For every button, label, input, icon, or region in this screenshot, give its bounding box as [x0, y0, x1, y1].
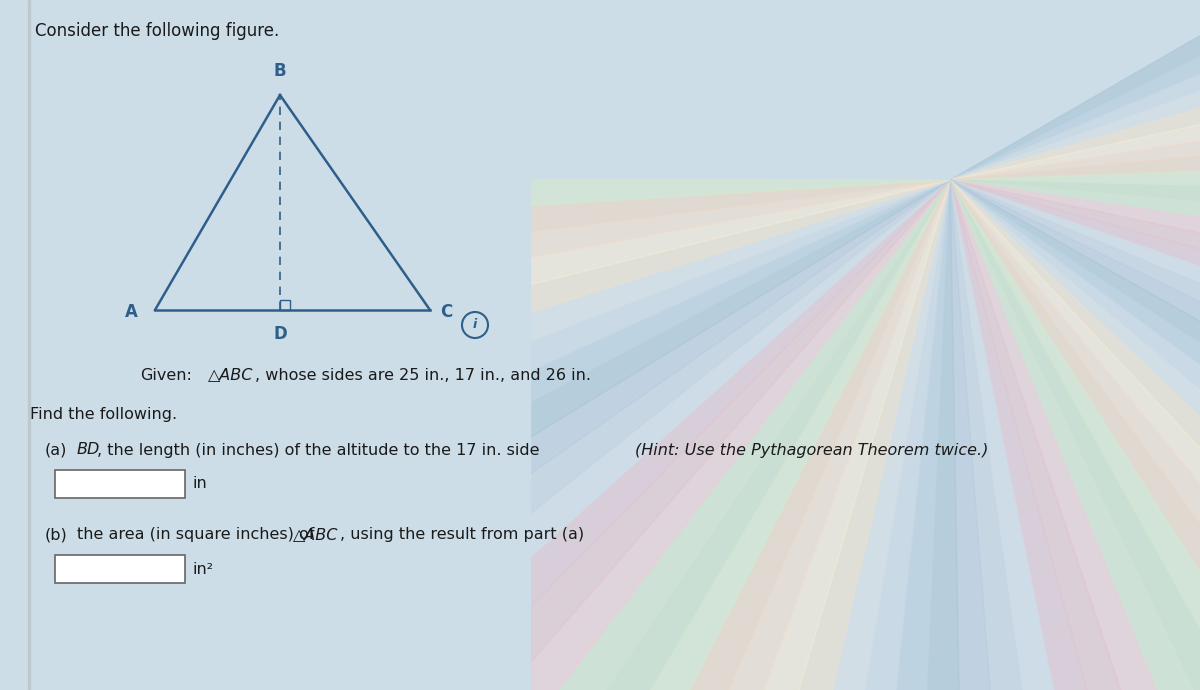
Text: Find the following.: Find the following.: [30, 408, 178, 422]
Wedge shape: [446, 180, 950, 690]
Wedge shape: [950, 148, 1200, 204]
Text: D: D: [274, 325, 287, 343]
Wedge shape: [950, 180, 1200, 524]
Wedge shape: [950, 0, 1200, 180]
Wedge shape: [50, 180, 950, 235]
Text: in: in: [193, 477, 208, 491]
Text: (Hint: Use the Pythagorean Theorem twice.): (Hint: Use the Pythagorean Theorem twice…: [635, 442, 989, 457]
Text: the area (in square inches) of: the area (in square inches) of: [77, 527, 314, 542]
Wedge shape: [212, 180, 950, 690]
Wedge shape: [950, 180, 1200, 690]
Wedge shape: [856, 180, 950, 690]
Wedge shape: [950, 180, 1200, 690]
Bar: [55, 470, 185, 498]
Bar: [0, 0, 530, 690]
Wedge shape: [950, 180, 1200, 690]
Wedge shape: [748, 180, 950, 690]
Text: △ABC: △ABC: [293, 527, 338, 542]
Text: (a): (a): [46, 442, 67, 457]
Wedge shape: [950, 180, 1200, 690]
Wedge shape: [950, 39, 1200, 180]
Wedge shape: [281, 180, 950, 690]
Wedge shape: [402, 180, 950, 690]
Wedge shape: [182, 180, 950, 690]
Wedge shape: [131, 180, 950, 602]
Wedge shape: [950, 0, 1200, 180]
Wedge shape: [950, 180, 1200, 690]
Wedge shape: [319, 180, 950, 690]
Wedge shape: [950, 180, 1021, 690]
Wedge shape: [950, 180, 1200, 690]
Wedge shape: [950, 180, 1200, 259]
Bar: [28, 0, 30, 690]
Wedge shape: [56, 180, 950, 344]
Wedge shape: [950, 180, 1200, 690]
Wedge shape: [950, 180, 1200, 690]
Wedge shape: [52, 180, 950, 290]
Text: , using the result from part (a): , using the result from part (a): [340, 527, 584, 542]
Wedge shape: [541, 180, 950, 690]
Wedge shape: [950, 0, 1200, 180]
Wedge shape: [950, 180, 1200, 313]
Wedge shape: [950, 0, 1200, 180]
Text: i: i: [473, 319, 478, 331]
Wedge shape: [950, 180, 1129, 690]
Wedge shape: [950, 180, 1200, 690]
Wedge shape: [950, 180, 1200, 420]
Text: in²: in²: [193, 562, 214, 577]
Wedge shape: [950, 180, 1200, 690]
Text: , whose sides are 25 in., 17 in., and 26 in.: , whose sides are 25 in., 17 in., and 26…: [256, 368, 592, 382]
Wedge shape: [950, 180, 1200, 575]
Text: , the length (in inches) of the altitude to the 17 in. side: , the length (in inches) of the altitude…: [97, 442, 540, 457]
Wedge shape: [950, 180, 1200, 367]
Wedge shape: [109, 180, 950, 553]
Bar: [55, 555, 185, 583]
Wedge shape: [77, 180, 950, 451]
Wedge shape: [91, 180, 950, 502]
Text: BD: BD: [77, 442, 101, 457]
Wedge shape: [950, 180, 1200, 623]
Text: (b): (b): [46, 527, 67, 542]
Wedge shape: [493, 180, 950, 690]
Wedge shape: [155, 180, 950, 650]
Wedge shape: [802, 180, 950, 690]
Wedge shape: [950, 180, 1200, 670]
Wedge shape: [950, 180, 1183, 690]
Wedge shape: [695, 180, 950, 690]
Wedge shape: [950, 180, 1200, 690]
Text: △ABC: △ABC: [208, 368, 253, 382]
Wedge shape: [592, 180, 950, 690]
Text: C: C: [440, 303, 452, 321]
Text: Given:: Given:: [140, 368, 192, 382]
Wedge shape: [246, 180, 950, 690]
Text: A: A: [125, 303, 138, 321]
Wedge shape: [360, 180, 950, 690]
Bar: [280, 300, 290, 310]
Text: Consider the following figure.: Consider the following figure.: [35, 22, 280, 40]
Wedge shape: [950, 180, 1075, 690]
Wedge shape: [950, 0, 1200, 180]
Wedge shape: [642, 180, 950, 690]
Wedge shape: [950, 180, 1200, 690]
Wedge shape: [65, 180, 950, 397]
Text: B: B: [274, 62, 287, 80]
Wedge shape: [950, 180, 1200, 473]
Wedge shape: [911, 180, 966, 690]
Wedge shape: [950, 0, 1200, 180]
Wedge shape: [950, 94, 1200, 180]
